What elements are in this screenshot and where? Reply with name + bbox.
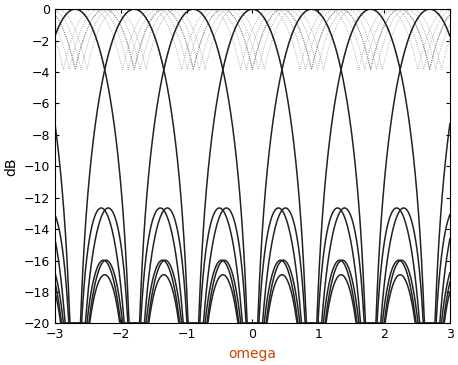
X-axis label: omega: omega <box>229 347 277 361</box>
Y-axis label: dB: dB <box>4 157 18 176</box>
